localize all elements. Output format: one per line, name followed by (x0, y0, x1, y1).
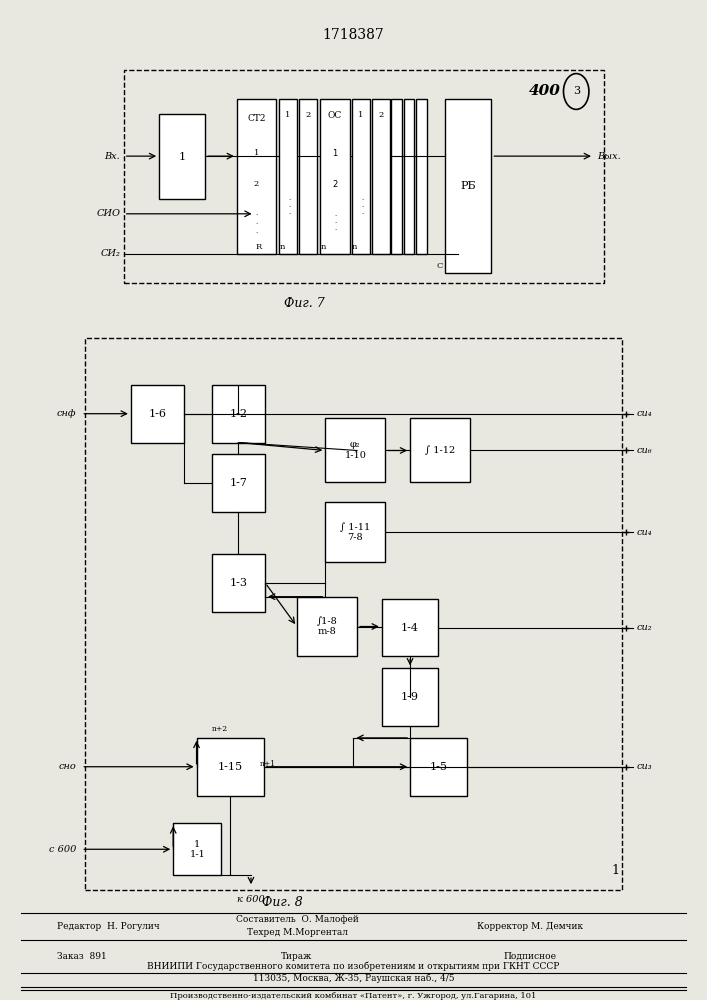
Text: Заказ  891: Заказ 891 (57, 952, 106, 961)
Text: 1: 1 (332, 149, 338, 158)
Text: си₄: си₄ (636, 528, 652, 537)
FancyBboxPatch shape (416, 99, 427, 254)
Text: Фиг. 7: Фиг. 7 (284, 297, 325, 310)
Text: сно: сно (59, 762, 76, 771)
FancyBboxPatch shape (382, 599, 438, 656)
Text: Подписное: Подписное (504, 952, 556, 961)
Text: 400: 400 (528, 84, 561, 98)
Text: 1-9: 1-9 (401, 692, 419, 702)
Text: 1-7: 1-7 (230, 478, 247, 488)
Text: Редактор  Н. Рогулич: Редактор Н. Рогулич (57, 922, 159, 931)
FancyBboxPatch shape (212, 385, 265, 443)
Text: Техред М.Моргентал: Техред М.Моргентал (247, 928, 347, 937)
Text: 2: 2 (332, 180, 338, 189)
Text: 1-4: 1-4 (401, 623, 419, 633)
FancyBboxPatch shape (212, 554, 265, 612)
FancyBboxPatch shape (410, 418, 470, 482)
Text: R: R (256, 243, 262, 251)
Text: n+1: n+1 (260, 760, 276, 768)
Text: CT2: CT2 (247, 114, 266, 123)
Text: Корректор М. Демчик: Корректор М. Демчик (477, 922, 583, 931)
Text: 1-6: 1-6 (148, 409, 166, 419)
FancyBboxPatch shape (445, 99, 491, 273)
Text: Фиг. 8: Фиг. 8 (262, 896, 303, 909)
Text: 1-5: 1-5 (429, 762, 448, 772)
Text: ∫ 1-11
7-8: ∫ 1-11 7-8 (340, 522, 370, 542)
FancyBboxPatch shape (372, 99, 390, 254)
Text: ВНИИПИ Государственного комитета по изобретениям и открытиям при ГКНТ СССР: ВНИИПИ Государственного комитета по изоб… (147, 962, 560, 971)
Text: СИО: СИО (96, 209, 120, 218)
Text: си₃: си₃ (636, 762, 652, 771)
Text: n+2: n+2 (212, 725, 228, 733)
Text: 3: 3 (573, 86, 580, 96)
FancyBboxPatch shape (325, 418, 385, 482)
FancyBboxPatch shape (410, 738, 467, 796)
Text: ∫1-8
m-8: ∫1-8 m-8 (317, 617, 337, 636)
Text: РБ: РБ (460, 181, 477, 191)
Text: 1: 1 (358, 111, 363, 119)
FancyBboxPatch shape (237, 99, 276, 254)
Text: си₂: си₂ (636, 623, 652, 632)
Text: ОС: ОС (328, 111, 342, 120)
Text: 1: 1 (254, 149, 259, 157)
Text: к 600: к 600 (237, 895, 265, 904)
Text: 113035, Москва, Ж-35, Раушская наб., 4/5: 113035, Москва, Ж-35, Раушская наб., 4/5 (252, 974, 455, 983)
Text: Составитель  О. Малофей: Составитель О. Малофей (235, 915, 358, 924)
Text: 1-3: 1-3 (230, 578, 247, 588)
Text: Вых.: Вых. (597, 152, 621, 161)
Text: 1-15: 1-15 (218, 762, 243, 772)
Text: Производственно-издательский комбинат «Патент», г. Ужгород, ул.Гагарина, 101: Производственно-издательский комбинат «П… (170, 992, 537, 1000)
Text: 1: 1 (611, 864, 619, 877)
FancyBboxPatch shape (297, 597, 357, 656)
Text: си₆: си₆ (636, 446, 652, 455)
Text: ·
·
·: · · · (361, 197, 363, 217)
Text: 1
1-1: 1 1-1 (189, 840, 205, 859)
Text: 2: 2 (305, 111, 310, 119)
FancyBboxPatch shape (299, 99, 317, 254)
Text: 1718387: 1718387 (322, 28, 385, 42)
FancyBboxPatch shape (391, 99, 402, 254)
FancyBboxPatch shape (173, 823, 221, 875)
Text: 1: 1 (286, 111, 291, 119)
FancyBboxPatch shape (382, 668, 438, 726)
Text: ·
·
·: · · · (288, 197, 291, 217)
Text: ∫ 1-12: ∫ 1-12 (425, 445, 455, 455)
Text: 2: 2 (378, 111, 383, 119)
FancyBboxPatch shape (279, 99, 297, 254)
FancyBboxPatch shape (197, 738, 264, 796)
FancyBboxPatch shape (159, 114, 205, 199)
Text: си₄: си₄ (636, 409, 652, 418)
FancyBboxPatch shape (325, 502, 385, 562)
FancyBboxPatch shape (352, 99, 370, 254)
FancyBboxPatch shape (131, 385, 184, 443)
Text: ·
·
·: · · · (334, 213, 337, 233)
Text: 2: 2 (254, 180, 259, 188)
FancyBboxPatch shape (320, 99, 350, 254)
Text: n: n (320, 243, 326, 251)
Text: n: n (352, 243, 358, 251)
Text: Тираж: Тираж (281, 952, 312, 961)
Text: ·
·
·: · · · (255, 210, 257, 236)
FancyBboxPatch shape (212, 454, 265, 512)
Text: с 600: с 600 (49, 845, 76, 854)
Text: СИ₂: СИ₂ (100, 249, 120, 258)
FancyBboxPatch shape (404, 99, 414, 254)
Text: 1: 1 (178, 152, 186, 162)
Text: C: C (437, 262, 443, 270)
Text: 1-2: 1-2 (230, 409, 247, 419)
Text: n: n (279, 243, 285, 251)
Text: Вх.: Вх. (105, 152, 120, 161)
Text: φ₂
1-10: φ₂ 1-10 (344, 440, 366, 460)
Text: снф: снф (57, 409, 76, 418)
